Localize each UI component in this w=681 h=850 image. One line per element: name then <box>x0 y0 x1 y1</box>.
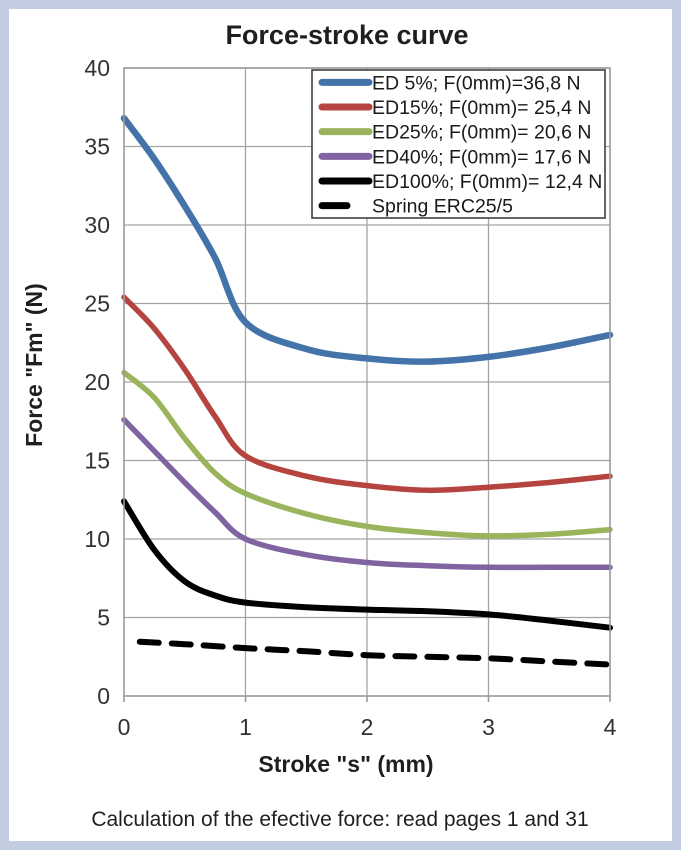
x-tick-label: 3 <box>482 714 495 740</box>
y-tick-label: 15 <box>84 448 110 474</box>
legend-frame <box>311 69 606 219</box>
y-tick-label: 5 <box>97 605 110 631</box>
legend-entry-label: ED40%; F(0mm)= 17,6 N <box>372 146 591 168</box>
series-line-0 <box>120 114 614 365</box>
legend-entry-label: Spring ERC25/5 <box>372 196 513 218</box>
legend-entry-label: ED 5%; F(0mm)=36,8 N <box>372 72 581 94</box>
y-tick-label: 10 <box>84 526 110 552</box>
tick-labels: 0 5 10 15 20 25 30 35 40 0 1 2 3 4 <box>84 55 616 740</box>
x-tick-label: 2 <box>361 714 374 740</box>
series-line-5 <box>136 638 613 668</box>
legend-entry-label: ED25%; F(0mm)= 20,6 N <box>372 122 591 144</box>
series-curves <box>120 114 614 668</box>
y-tick-label: 25 <box>84 291 110 317</box>
legend-entry: Spring ERC25/5 <box>318 196 513 218</box>
y-tick-label: 0 <box>97 683 110 709</box>
x-tick-label: 0 <box>118 714 131 740</box>
y-axis-title: Force "Fm" (N) <box>21 283 47 447</box>
series-line-1 <box>121 294 613 494</box>
legend-entry: ED25%; F(0mm)= 20,6 N <box>318 122 591 144</box>
axis-ticks <box>123 696 611 702</box>
y-tick-label: 30 <box>84 212 110 238</box>
y-tick-label: 40 <box>84 55 110 81</box>
y-tick-label: 20 <box>84 369 110 395</box>
legend-entry: ED 5%; F(0mm)=36,8 N <box>318 72 581 94</box>
legend-entry-label: ED15%; F(0mm)= 25,4 N <box>372 97 591 119</box>
x-tick-label: 4 <box>604 714 617 740</box>
chart-title: Force-stroke curve <box>225 20 468 50</box>
legend-entry: ED15%; F(0mm)= 25,4 N <box>318 97 591 119</box>
series-line-4 <box>121 498 613 631</box>
series-line-2 <box>121 369 613 539</box>
legend-entry: ED100%; F(0mm)= 12,4 N <box>318 171 602 193</box>
legend-box: ED 5%; F(0mm)=36,8 N ED15%; F(0mm)= 25,4 … <box>311 69 606 219</box>
x-axis-title: Stroke "s" (mm) <box>258 751 433 777</box>
y-tick-label: 35 <box>84 134 110 160</box>
legend-entry: ED40%; F(0mm)= 17,6 N <box>318 146 591 168</box>
legend-entry-label: ED100%; F(0mm)= 12,4 N <box>372 171 602 193</box>
caption: Calculation of the efective force: read … <box>91 808 588 831</box>
series-line-3 <box>121 416 613 571</box>
x-tick-label: 1 <box>239 714 252 740</box>
